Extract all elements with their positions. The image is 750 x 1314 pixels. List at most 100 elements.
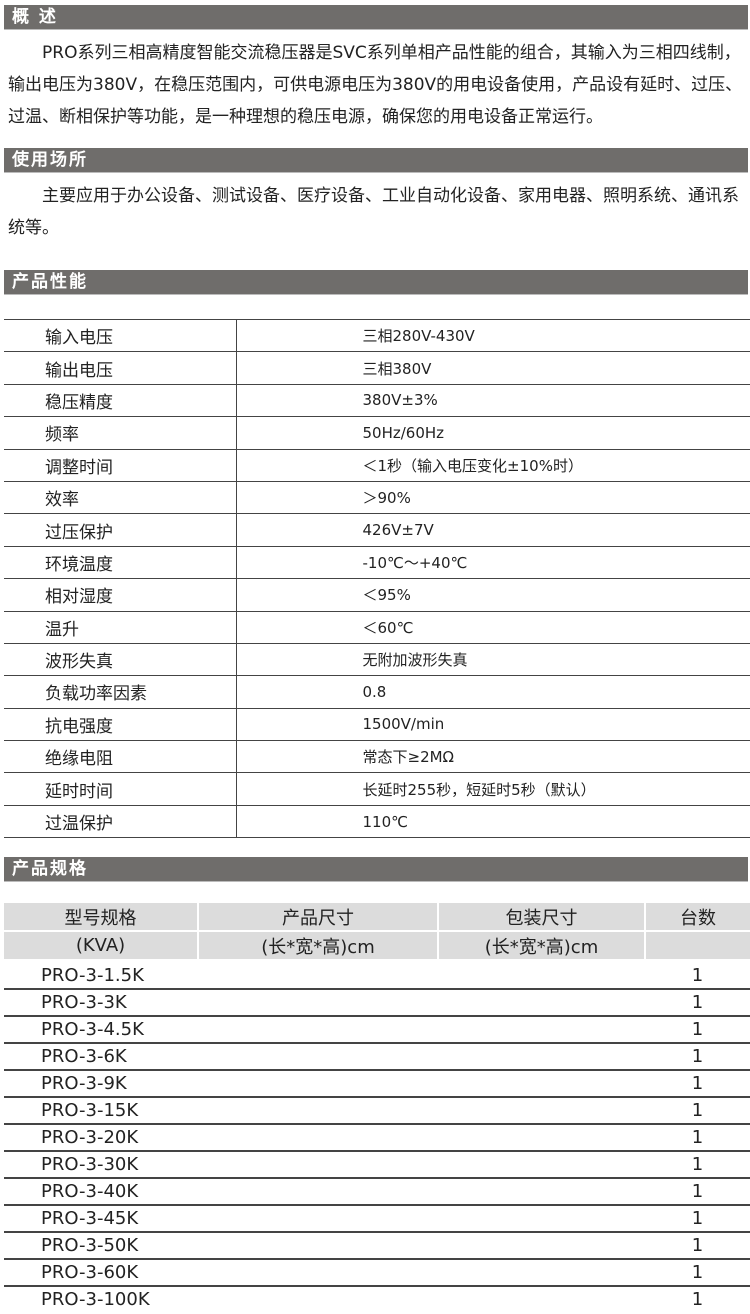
package-size-cell bbox=[438, 1015, 645, 1043]
spec-label: 频率 bbox=[4, 416, 237, 450]
model-cell: PRO-3-3K bbox=[4, 988, 198, 1016]
quantity-cell: 1 bbox=[645, 1177, 750, 1205]
quantity-cell: 1 bbox=[645, 1231, 750, 1259]
quantity-cell: 1 bbox=[645, 1096, 750, 1124]
spec-value: 426V±7V bbox=[236, 513, 750, 547]
table-row: PRO-3-4.5K 1 bbox=[4, 1015, 750, 1043]
product-size-cell bbox=[198, 1258, 438, 1286]
quantity-cell: 1 bbox=[645, 1204, 750, 1232]
table-row: 频率 50Hz/60Hz bbox=[4, 416, 750, 450]
spec-label: 绝缘电阻 bbox=[4, 740, 237, 774]
quantity-cell: 1 bbox=[645, 1285, 750, 1312]
model-cell: PRO-3-45K bbox=[4, 1204, 198, 1232]
col-subheader-quantity bbox=[645, 931, 750, 963]
spec-label: 延时时间 bbox=[4, 772, 237, 806]
table-row: PRO-3-60K 1 bbox=[4, 1258, 750, 1286]
product-size-cell bbox=[198, 1123, 438, 1151]
performance-table: 输入电压 三相280V-430V 输出电压 三相380V 稳压精度 380V±3% 频率 50… bbox=[4, 318, 750, 839]
model-cell: PRO-3-9K bbox=[4, 1069, 198, 1097]
spec-label: 效率 bbox=[4, 480, 237, 515]
package-size-cell bbox=[438, 1150, 645, 1178]
table-row: 绝缘电阻 常态下≥2MΩ bbox=[4, 740, 750, 774]
package-size-cell bbox=[438, 960, 645, 989]
quantity-cell: 1 bbox=[645, 1042, 750, 1070]
spec-value: 110℃ bbox=[236, 804, 750, 839]
spec-label: 环境温度 bbox=[4, 545, 237, 580]
product-size-cell bbox=[198, 988, 438, 1016]
section-header-performance: 产品性能 bbox=[4, 270, 748, 295]
package-size-cell bbox=[438, 1258, 645, 1286]
spec-value: ＜1秒（输入电压变化±10%时） bbox=[236, 448, 750, 482]
product-size-cell bbox=[198, 1015, 438, 1043]
model-cell: PRO-3-20K bbox=[4, 1123, 198, 1151]
table-row: PRO-3-40K 1 bbox=[4, 1177, 750, 1205]
col-subheader-product-size: (长*宽*高)cm bbox=[198, 931, 439, 963]
spec-value: 常态下≥2MΩ bbox=[236, 740, 750, 774]
table-row: 波形失真 无附加波形失真 bbox=[4, 642, 750, 677]
spec-label: 调整时间 bbox=[4, 448, 237, 482]
overview-text: PRO系列三相高精度智能交流稳压器是SVC系列单相产品性能的组合，其输入为三相四… bbox=[8, 43, 743, 127]
quantity-cell: 1 bbox=[645, 1150, 750, 1178]
table-row: 效率 ＞90% bbox=[4, 480, 750, 515]
package-size-cell bbox=[438, 1231, 645, 1259]
spec-value: 三相280V-430V bbox=[236, 318, 750, 353]
spec-value: -10℃～+40℃ bbox=[236, 545, 750, 580]
spec-label: 输入电压 bbox=[4, 318, 237, 353]
spec-value: 1500V/min bbox=[236, 707, 750, 742]
table-row: PRO-3-20K 1 bbox=[4, 1123, 750, 1151]
quantity-cell: 1 bbox=[645, 1015, 750, 1043]
package-size-cell bbox=[438, 1069, 645, 1097]
spec-value: ＞90% bbox=[236, 480, 750, 515]
spec-label: 抗电强度 bbox=[4, 707, 237, 742]
model-cell: PRO-3-15K bbox=[4, 1096, 198, 1124]
table-row: 输出电压 三相380V bbox=[4, 351, 750, 385]
spec-label: 温升 bbox=[4, 610, 237, 644]
table-row: PRO-3-30K 1 bbox=[4, 1150, 750, 1178]
model-cell: PRO-3-1.5K bbox=[4, 960, 198, 989]
col-subheader-package-size: (长*宽*高)cm bbox=[438, 931, 646, 963]
spec-value: 长延时255秒，短延时5秒（默认） bbox=[236, 772, 750, 806]
product-size-cell bbox=[198, 960, 438, 989]
table-row: 温升 ＜60℃ bbox=[4, 610, 750, 644]
spec-value: ＜95% bbox=[236, 578, 750, 612]
table-row: 负载功率因素 0.8 bbox=[4, 675, 750, 709]
package-size-cell bbox=[438, 1123, 645, 1151]
product-size-cell bbox=[198, 1069, 438, 1097]
table-row: PRO-3-50K 1 bbox=[4, 1231, 750, 1259]
model-cell: PRO-3-50K bbox=[4, 1231, 198, 1259]
table-row: 过温保护 110℃ bbox=[4, 804, 750, 839]
product-size-cell bbox=[198, 1204, 438, 1232]
spec-label: 稳压精度 bbox=[4, 383, 237, 418]
section-header-usage: 使用场所 bbox=[4, 148, 748, 173]
table-row: 延时时间 长延时255秒，短延时5秒（默认） bbox=[4, 772, 750, 806]
quantity-cell: 1 bbox=[645, 1258, 750, 1286]
spec-label: 过压保护 bbox=[4, 513, 237, 547]
spec-label: 负载功率因素 bbox=[4, 675, 237, 709]
product-size-cell bbox=[198, 1177, 438, 1205]
package-size-cell bbox=[438, 1177, 645, 1205]
quantity-cell: 1 bbox=[645, 1069, 750, 1097]
spec-value: 三相380V bbox=[236, 351, 750, 385]
table-row: 稳压精度 380V±3% bbox=[4, 383, 750, 418]
model-cell: PRO-3-60K bbox=[4, 1258, 198, 1286]
table-row: PRO-3-15K 1 bbox=[4, 1096, 750, 1124]
table-row: PRO-3-45K 1 bbox=[4, 1204, 750, 1232]
package-size-cell bbox=[438, 1042, 645, 1070]
spec-value: 50Hz/60Hz bbox=[236, 416, 750, 450]
table-row: 过压保护 426V±7V bbox=[4, 513, 750, 547]
col-header-quantity: 台数 bbox=[645, 903, 750, 932]
table-row: PRO-3-100K 1 bbox=[4, 1285, 750, 1312]
model-cell: PRO-3-100K bbox=[4, 1285, 198, 1312]
section-header-specs: 产品规格 bbox=[4, 857, 748, 882]
col-header-product-size: 产品尺寸 bbox=[198, 903, 439, 932]
usage-text: 主要应用于办公设备、测试设备、医疗设备、工业自动化设备、家用电器、照明系统、通讯… bbox=[8, 186, 739, 238]
col-header-model: 型号规格 bbox=[4, 903, 199, 932]
product-size-cell bbox=[198, 1042, 438, 1070]
specs-table: 型号规格 产品尺寸 包装尺寸 台数 (KVA) (长*宽*高)cm (长*宽*高… bbox=[4, 903, 750, 1312]
spec-value: 无附加波形失真 bbox=[236, 642, 750, 677]
package-size-cell bbox=[438, 1204, 645, 1232]
package-size-cell bbox=[438, 1096, 645, 1124]
col-subheader-model: (KVA) bbox=[4, 931, 199, 963]
model-cell: PRO-3-40K bbox=[4, 1177, 198, 1205]
